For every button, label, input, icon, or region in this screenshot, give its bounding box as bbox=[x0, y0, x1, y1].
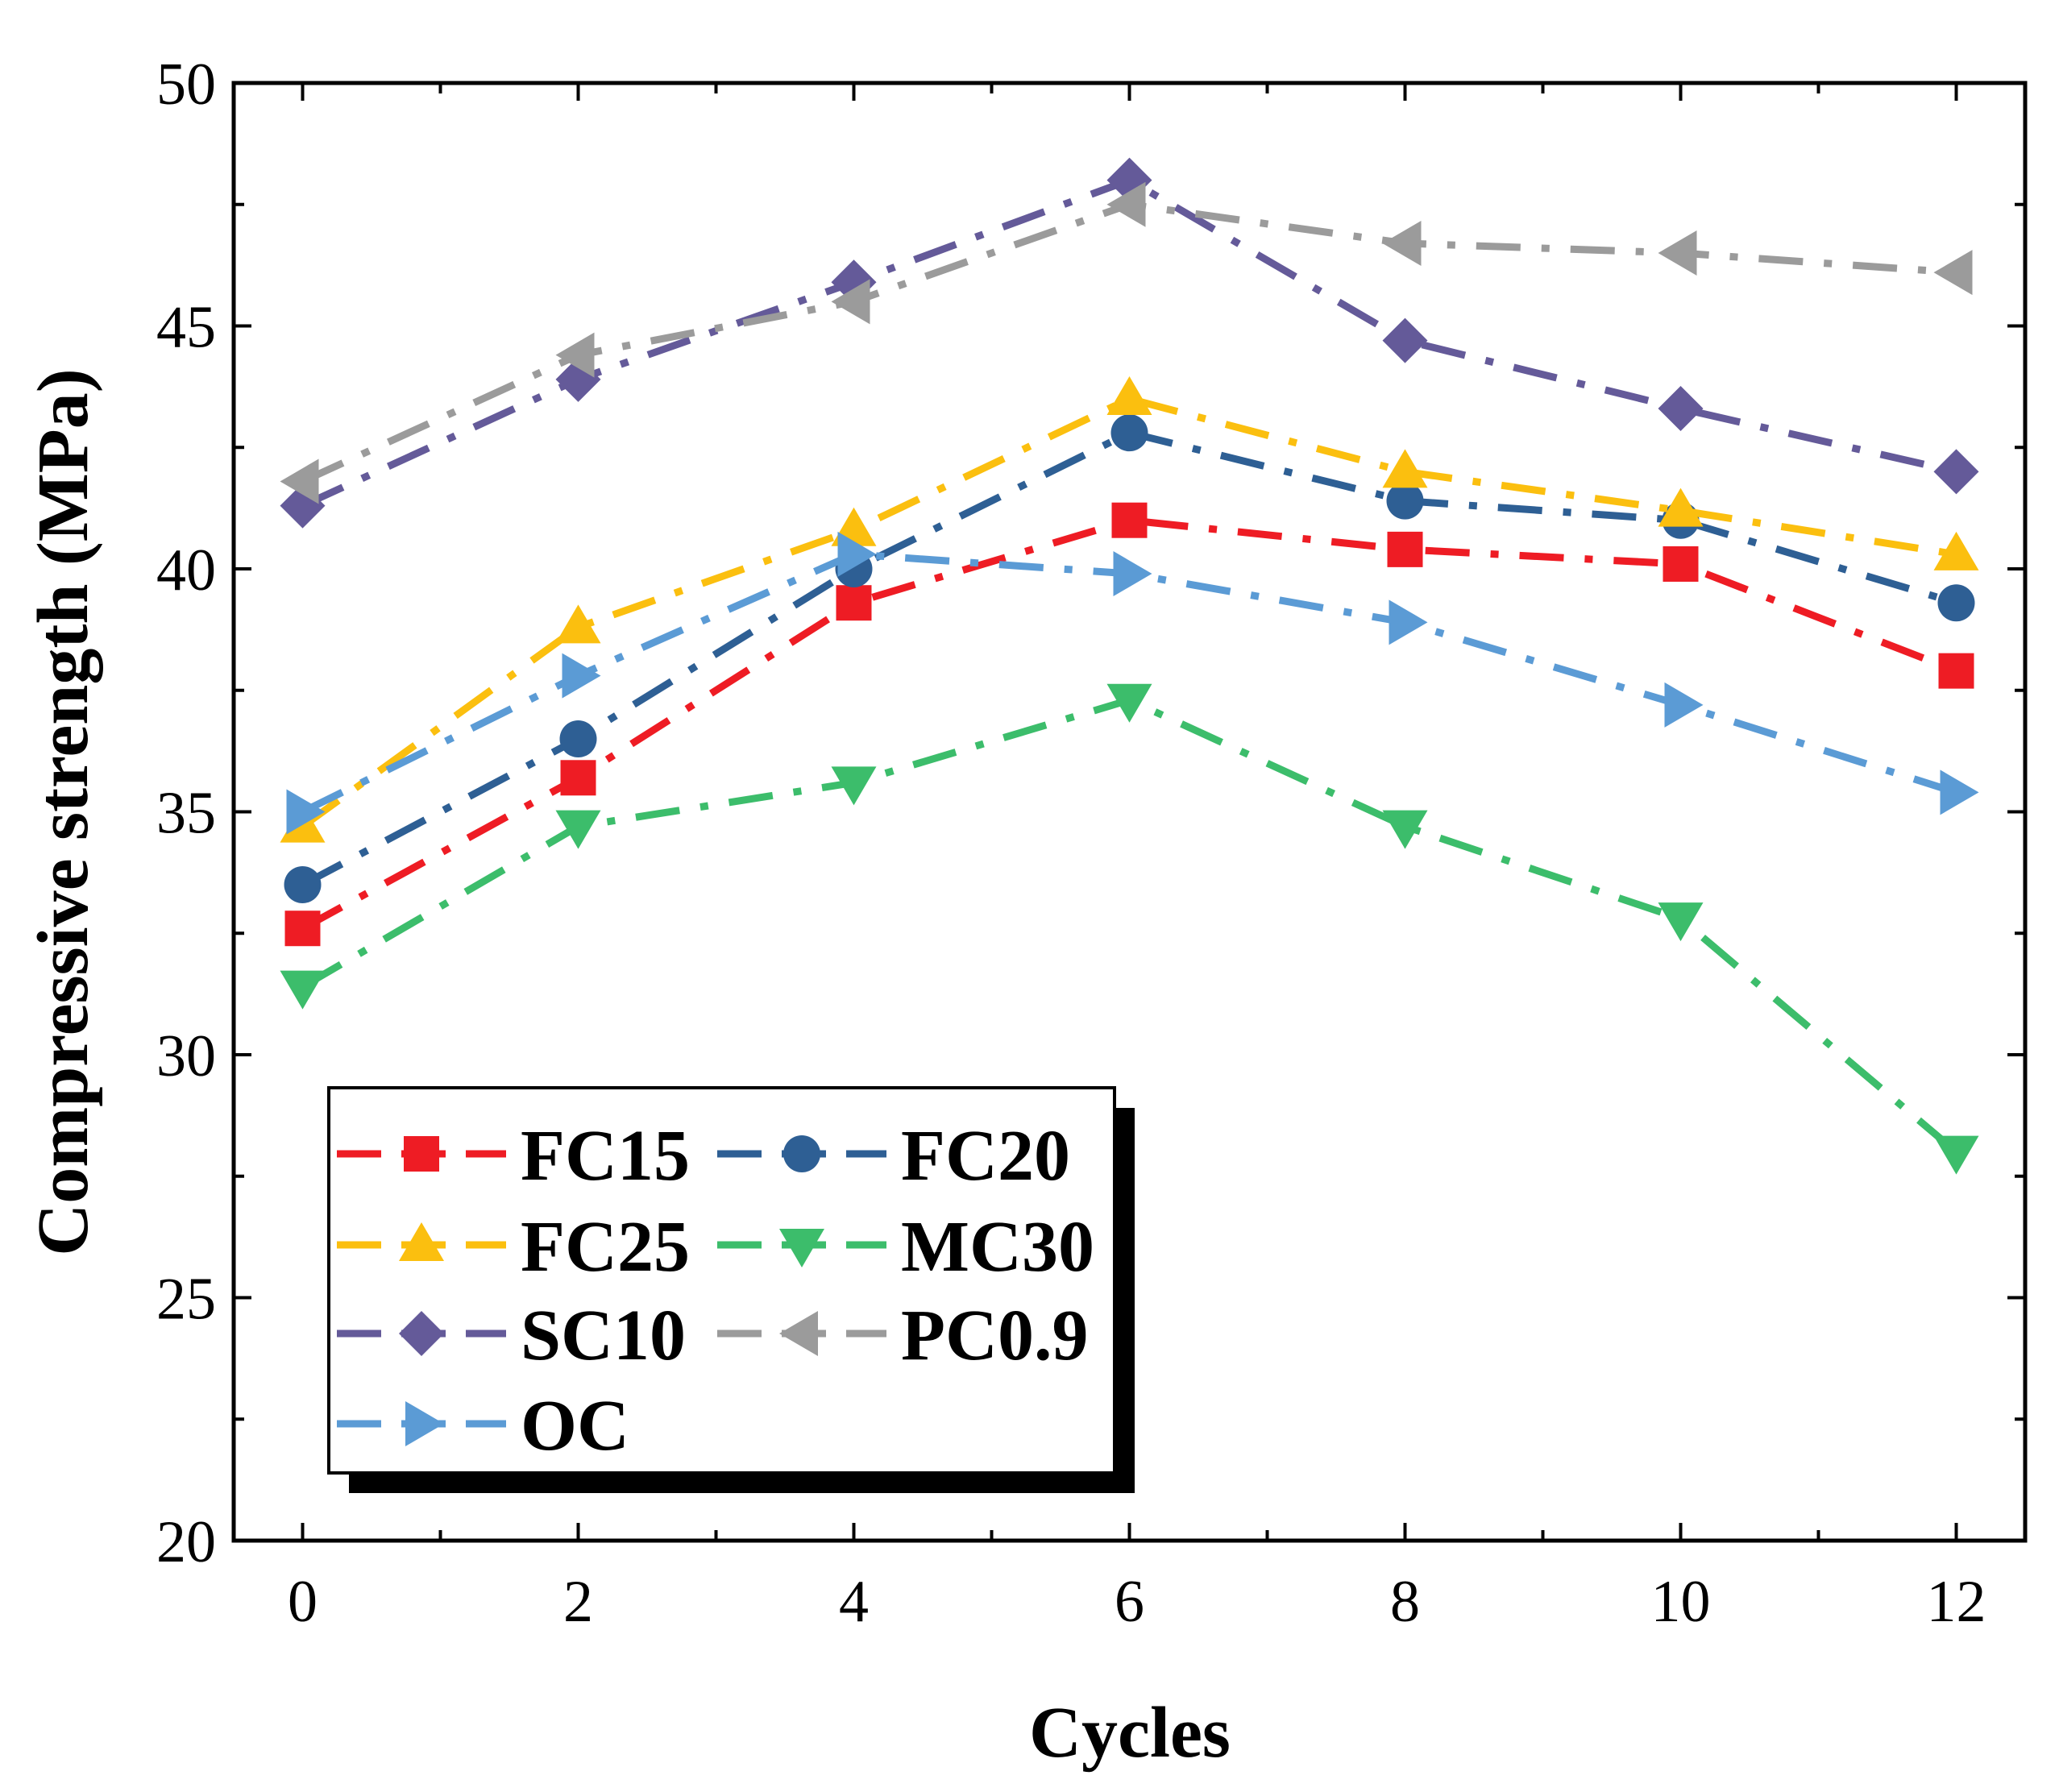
data-point bbox=[1106, 375, 1152, 415]
legend-item: SC10 bbox=[337, 1296, 686, 1375]
legend-marker bbox=[405, 1401, 444, 1446]
data-point bbox=[1106, 683, 1152, 723]
data-point bbox=[280, 970, 326, 1010]
data-point bbox=[1664, 682, 1704, 728]
data-point bbox=[1658, 386, 1704, 432]
data-point bbox=[555, 810, 601, 849]
data-point bbox=[284, 865, 322, 903]
data-point bbox=[1658, 230, 1697, 276]
legend-marker bbox=[399, 1311, 444, 1356]
data-point bbox=[1933, 250, 1973, 296]
x-tick-label: 0 bbox=[288, 1569, 318, 1635]
axis-ticks bbox=[234, 81, 2025, 1542]
legend: FC15 FC20 FC25 MC30 SC10 PC0.9 OC bbox=[327, 1086, 1135, 1493]
y-axis-title: Compressive strength (MPa) bbox=[23, 368, 103, 1256]
legend-items: FC15 FC20 FC25 MC30 SC10 PC0.9 OC bbox=[337, 1116, 1094, 1466]
legend-item: FC15 bbox=[337, 1116, 690, 1196]
data-point bbox=[555, 604, 601, 644]
x-tick-label: 2 bbox=[563, 1569, 593, 1635]
x-tick-label: 10 bbox=[1651, 1569, 1711, 1635]
data-point bbox=[1110, 414, 1148, 452]
legend-label: PC0.9 bbox=[901, 1296, 1088, 1375]
legend-label: FC15 bbox=[521, 1116, 690, 1196]
data-point bbox=[1940, 769, 1979, 815]
legend-marker bbox=[779, 1311, 818, 1356]
y-tick-label: 25 bbox=[156, 1267, 216, 1333]
data-point bbox=[831, 766, 877, 806]
series-line bbox=[301, 176, 1957, 509]
axis-tick-labels: 0 2 4 6 8 10 12 20 25 30 35 40 45 50 bbox=[156, 52, 1986, 1635]
data-point bbox=[562, 653, 601, 699]
x-tick-label: 8 bbox=[1390, 1569, 1420, 1635]
data-point bbox=[284, 911, 321, 947]
data-point bbox=[1933, 1135, 1979, 1175]
x-tick-label: 12 bbox=[1927, 1569, 1986, 1635]
data-point bbox=[1937, 584, 1975, 622]
data-point bbox=[1382, 220, 1422, 266]
x-tick-label: 4 bbox=[839, 1569, 869, 1635]
data-point bbox=[559, 720, 597, 758]
series-line bbox=[301, 429, 1957, 888]
data-point bbox=[1658, 487, 1704, 527]
data-point bbox=[1663, 545, 1699, 582]
data-point bbox=[280, 458, 319, 504]
data-point bbox=[1933, 531, 1979, 570]
legend-item: PC0.9 bbox=[717, 1296, 1088, 1375]
legend-label: FC20 bbox=[901, 1116, 1070, 1196]
data-point bbox=[1111, 502, 1148, 538]
data-point bbox=[560, 760, 596, 796]
legend-item: FC25 bbox=[337, 1207, 690, 1287]
data-point bbox=[1389, 599, 1428, 645]
series-line bbox=[301, 696, 1959, 1155]
data-point bbox=[286, 789, 326, 835]
series-pc0-9 bbox=[280, 181, 1973, 504]
series-oc bbox=[286, 531, 1979, 835]
legend-marker bbox=[783, 1135, 820, 1172]
y-tick-label: 50 bbox=[156, 52, 216, 118]
legend-marker bbox=[399, 1222, 444, 1261]
data-point bbox=[837, 531, 877, 577]
legend-label: SC10 bbox=[521, 1296, 686, 1375]
data-point bbox=[1387, 531, 1423, 567]
data-point bbox=[1113, 551, 1152, 597]
series-layer bbox=[280, 157, 1979, 1175]
y-tick-label: 30 bbox=[156, 1023, 216, 1089]
data-point bbox=[1386, 482, 1424, 520]
data-point bbox=[1658, 902, 1704, 942]
x-tick-label: 6 bbox=[1115, 1569, 1144, 1635]
legend-label: FC25 bbox=[521, 1207, 690, 1287]
series-line bbox=[301, 550, 1957, 815]
x-axis-title: Cycles bbox=[1029, 1693, 1231, 1773]
legend-marker bbox=[779, 1229, 824, 1267]
legend-item: MC30 bbox=[717, 1207, 1094, 1287]
legend-label: OC bbox=[521, 1386, 629, 1466]
legend-marker bbox=[404, 1136, 439, 1172]
y-tick-label: 35 bbox=[156, 781, 216, 847]
data-point bbox=[1382, 449, 1428, 488]
legend-item: FC20 bbox=[717, 1116, 1070, 1196]
series-mc30 bbox=[280, 683, 1979, 1175]
data-point bbox=[1933, 449, 1979, 495]
y-tick-label: 40 bbox=[156, 537, 216, 604]
y-tick-label: 45 bbox=[156, 295, 216, 361]
legend-label: MC30 bbox=[901, 1207, 1094, 1287]
data-point bbox=[1938, 653, 1974, 689]
series-line bbox=[300, 395, 1957, 830]
data-point bbox=[555, 332, 595, 378]
data-point bbox=[836, 585, 872, 621]
data-point bbox=[1106, 181, 1146, 227]
legend-item: OC bbox=[337, 1386, 629, 1466]
series-fc15 bbox=[284, 502, 1974, 947]
data-point bbox=[1382, 810, 1428, 849]
y-tick-label: 20 bbox=[156, 1509, 216, 1575]
data-point bbox=[831, 279, 870, 325]
data-point bbox=[1382, 317, 1428, 363]
